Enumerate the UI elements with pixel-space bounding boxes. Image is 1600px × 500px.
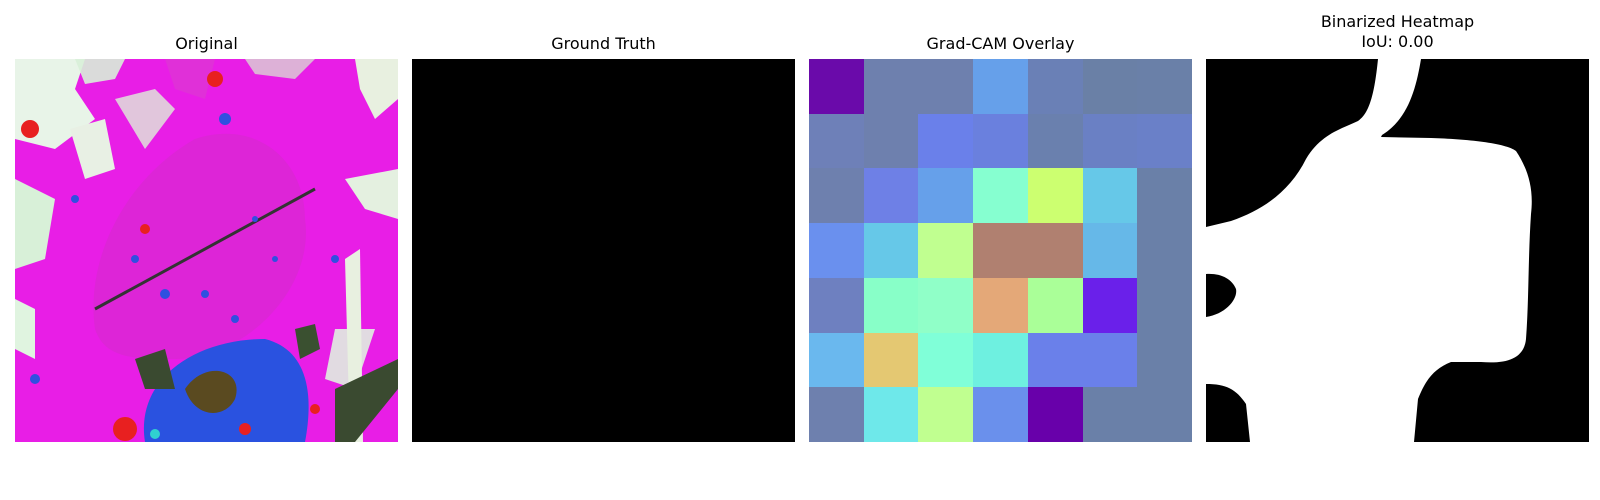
gradcam-cell-2-4 [1027, 168, 1083, 224]
gradcam-cell-2-1 [863, 168, 919, 224]
gradcam-cell-3-2 [918, 223, 974, 278]
gradcam-cell-5-3 [973, 332, 1028, 388]
gradcam-cell-6-6 [1137, 387, 1192, 442]
gradcam-cell-3-6 [1137, 223, 1192, 278]
gradcam-cell-4-6 [1137, 277, 1192, 333]
gradcam-cell-5-6 [1137, 332, 1192, 388]
binarized-heatmap [1206, 59, 1589, 442]
gradcam-cell-5-2 [918, 332, 974, 388]
gradcam-cell-6-2 [918, 387, 974, 442]
gradcam-cell-4-2 [918, 277, 974, 333]
gradcam-cell-6-0 [809, 387, 864, 442]
gradcam-cell-0-0 [809, 59, 864, 114]
gradcam-cell-4-1 [863, 277, 919, 333]
gradcam-cell-2-0 [809, 168, 864, 224]
gradcam-cell-5-1 [863, 332, 919, 388]
binarized-title: Binarized Heatmap IoU: 0.00 [1206, 12, 1589, 52]
gradcam-cell-1-3 [973, 113, 1028, 169]
gradcam-cell-1-5 [1082, 113, 1138, 169]
gradcam-grid [809, 59, 1192, 442]
binarized-title-line1: Binarized Heatmap [1320, 12, 1475, 31]
gradcam-cell-6-1 [863, 387, 919, 442]
gradcam-cell-1-4 [1027, 113, 1083, 169]
gradcam-cell-1-1 [863, 113, 919, 169]
gradcam-cell-4-5 [1082, 277, 1138, 333]
gradcam-cell-0-4 [1027, 59, 1083, 114]
gradcam-cell-1-6 [1137, 113, 1192, 169]
gradcam-cell-2-6 [1137, 168, 1192, 224]
gradcam-cell-6-5 [1082, 387, 1138, 442]
gradcam-cell-4-0 [809, 277, 864, 333]
gradcam-cell-0-3 [973, 59, 1028, 114]
gradcam-cell-2-3 [973, 168, 1028, 224]
gradcam-cell-5-5 [1082, 332, 1138, 388]
ground-truth-mask [412, 59, 795, 442]
gradcam-cell-3-4 [1027, 223, 1083, 278]
gradcam-cell-4-3 [973, 277, 1028, 333]
gradcam-cell-3-1 [863, 223, 919, 278]
gradcam-cell-5-0 [809, 332, 864, 388]
original-image [15, 59, 398, 442]
gradcam-cell-6-3 [973, 387, 1028, 442]
gradcam-cell-0-2 [918, 59, 974, 114]
iou-score: IoU: 0.00 [1361, 32, 1434, 51]
gradcam-cell-1-2 [918, 113, 974, 169]
gradcam-cell-5-4 [1027, 332, 1083, 388]
gradcam-cell-0-1 [863, 59, 919, 114]
gradcam-cell-0-5 [1082, 59, 1138, 114]
gradcam-cell-3-3 [973, 223, 1028, 278]
gradcam-cell-4-4 [1027, 277, 1083, 333]
gradcam-cell-2-5 [1082, 168, 1138, 224]
gradcam-cell-1-0 [809, 113, 864, 169]
gradcam-cell-6-4 [1027, 387, 1083, 442]
gradcam-overlay [809, 59, 1192, 442]
gradcam-title: Grad-CAM Overlay [926, 34, 1075, 53]
gradcam-cell-2-2 [918, 168, 974, 224]
gradcam-cell-0-6 [1137, 59, 1192, 114]
gradcam-cell-3-0 [809, 223, 864, 278]
gradcam-cell-3-5 [1082, 223, 1138, 278]
ground-truth-title: Ground Truth [551, 34, 656, 53]
original-title: Original [175, 34, 238, 53]
